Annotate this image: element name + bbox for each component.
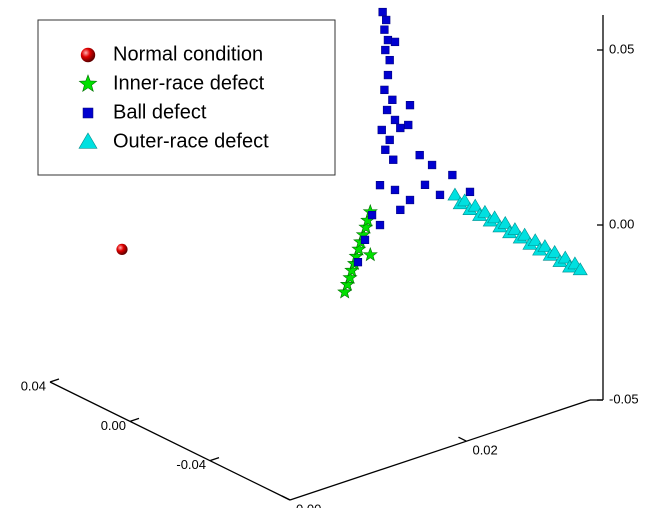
z-tick-label: 0.00 (609, 216, 634, 231)
point (447, 187, 463, 201)
point (377, 125, 386, 135)
legend-marker (82, 107, 94, 119)
point (405, 101, 415, 110)
plot-area (116, 7, 588, 299)
point (382, 105, 392, 115)
legend-box (37, 19, 336, 176)
point (527, 233, 543, 247)
point (337, 284, 353, 299)
x-tick-label: 0.02 (472, 443, 497, 458)
point (380, 85, 389, 95)
y-tick-label: 0.00 (101, 418, 126, 433)
point (572, 262, 588, 276)
y-tick (49, 378, 60, 383)
point (435, 190, 445, 200)
legend-label: Inner-race defect (113, 72, 265, 94)
legend-label: Normal condition (113, 43, 263, 65)
legend-label: Ball defect (113, 101, 207, 123)
point (448, 170, 457, 180)
point (477, 204, 493, 218)
point (396, 123, 405, 133)
legend-marker (78, 74, 98, 92)
point (390, 115, 400, 125)
point (390, 185, 400, 195)
x-tick-label: 0.00 (296, 501, 321, 508)
point (405, 195, 415, 205)
point (389, 155, 398, 164)
point (465, 187, 475, 197)
point (415, 150, 424, 160)
point (367, 210, 377, 220)
y-tick-label: 0.04 (21, 378, 46, 393)
point (381, 145, 390, 154)
z-tick-label: -0.05 (609, 391, 639, 406)
x-tick (281, 495, 291, 501)
point (427, 160, 437, 170)
point (390, 37, 400, 47)
point (360, 235, 370, 244)
point (557, 250, 573, 264)
point (378, 7, 387, 17)
x-tick (458, 436, 467, 442)
point (537, 239, 553, 252)
point (382, 15, 391, 25)
point (420, 180, 430, 189)
point (383, 35, 393, 45)
legend: Normal condition Inner-race defect Ball de… (37, 19, 336, 176)
point (116, 243, 128, 255)
point (517, 227, 533, 241)
point (380, 25, 389, 34)
point (375, 220, 385, 230)
z-tick-label: 0.05 (609, 41, 634, 56)
legend-label: Outer-race defect (113, 130, 269, 152)
point (487, 210, 503, 224)
point (385, 55, 394, 65)
point (375, 181, 385, 190)
point (388, 95, 397, 104)
point (497, 215, 513, 229)
point (467, 198, 483, 212)
y-tick-label: -0.04 (176, 457, 206, 472)
y-tick (209, 457, 220, 462)
y-axis (49, 381, 291, 501)
x-axis (289, 399, 591, 501)
point (383, 70, 393, 80)
point (362, 247, 378, 262)
point (353, 258, 363, 267)
legend-marker (80, 47, 96, 63)
legend-marker (78, 132, 98, 149)
point (385, 135, 394, 145)
point (547, 244, 563, 258)
point (507, 222, 523, 235)
point (404, 120, 413, 130)
y-tick (129, 417, 140, 422)
point (381, 45, 390, 55)
point (396, 205, 405, 215)
point (457, 193, 473, 207)
axes: 0.04 0.00 -0.04 0.00 0.02 0.05 0.00 -0.05 (21, 15, 639, 508)
